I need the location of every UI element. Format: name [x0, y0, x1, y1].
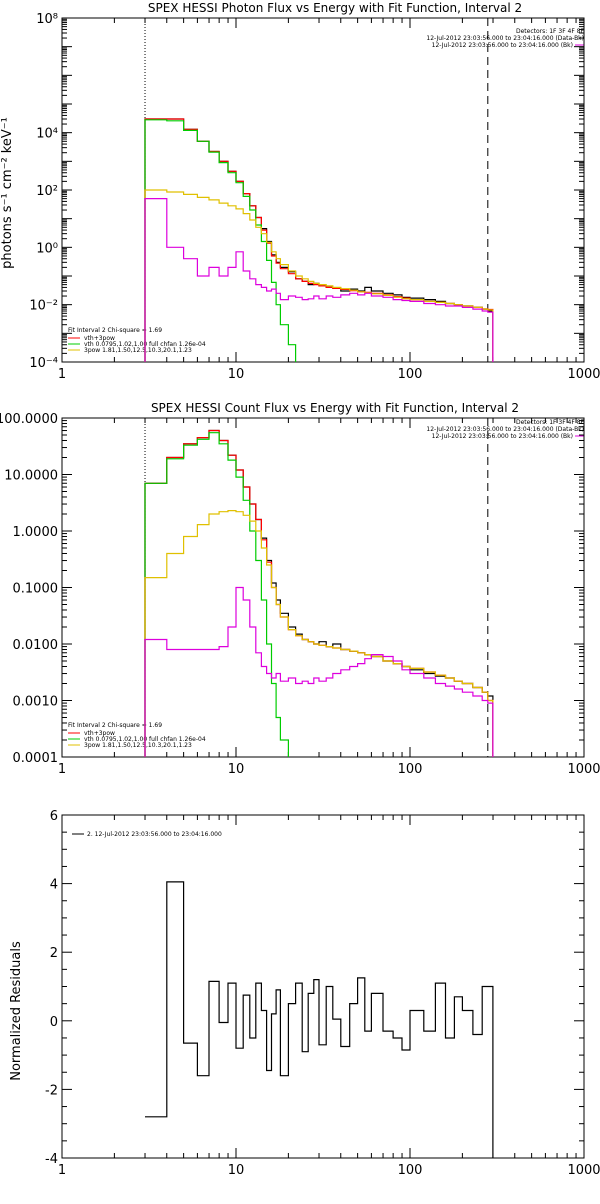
count-series-2: [144, 432, 295, 757]
residual-xtick-label: 10: [228, 1163, 245, 1178]
photon-legend-3pow: 3pow 1.81,1.50,12.5,10.3,20.1,1.23: [84, 347, 192, 354]
count-series-1: [144, 429, 494, 757]
photon-xtick-label: 1: [58, 367, 66, 382]
count-ytick-label: 0.0001: [13, 751, 59, 766]
residual-ytick-label: -2: [45, 1083, 58, 1098]
photon-flux-title: SPEX HESSI Photon Flux vs Energy with Fi…: [148, 1, 522, 15]
residual-ytick-label: 0: [50, 1015, 58, 1030]
residual-xtick-label: 1000: [567, 1163, 600, 1178]
photon-legend-data-bk: 12-Jul-2012 23:03:56.000 to 23:04:16.000…: [426, 35, 584, 42]
photon-ytick-label: 10⁻⁴: [29, 356, 58, 371]
photon-legend-header: Fit Interval 2 Chi-square = 1.69: [68, 327, 162, 334]
count-legend-total: vth+3pow: [84, 730, 115, 737]
residual-ytick-label: 2: [50, 946, 58, 961]
residual-series-0: [145, 881, 494, 1158]
photon-series-4: [144, 198, 494, 362]
count-ytick-label: 10.0000: [4, 469, 58, 484]
residual-ytick-label: 6: [50, 809, 58, 824]
count-flux-title: SPEX HESSI Count Flux vs Energy with Fit…: [151, 401, 519, 415]
photon-legend-detectors: Detectors: 1F 3F 4F 8F: [516, 28, 585, 35]
count-ytick-label: 0.1000: [13, 582, 59, 597]
residual-axes-frame: [61, 814, 585, 1159]
photon-series-0: [144, 118, 494, 362]
count-legend-header: Fit Interval 2 Chi-square = 1.69: [68, 722, 162, 729]
residual-ytick-label: -4: [45, 1152, 58, 1167]
photon-axes-frame: [61, 17, 585, 363]
photon-xtick-label: 10: [228, 367, 245, 382]
count-ytick-label: 100.0000: [0, 412, 58, 427]
photon-ytick-label: 10⁸: [36, 12, 58, 27]
count-legend-3pow: 3pow 1.81,1.50,12.5,10.3,20.1,1.23: [84, 742, 192, 749]
residual-xtick-label: 100: [398, 1163, 423, 1178]
photon-flux-y-label: photons s⁻¹ cm⁻² keV⁻¹: [0, 117, 15, 269]
count-legend-detectors: Detectors: 1F 3F 4F 8F: [516, 419, 585, 426]
photon-series-3: [144, 189, 494, 362]
residual-ytick-label: 4: [50, 878, 58, 893]
count-series-3: [144, 510, 494, 757]
count-ytick-label: 1.0000: [13, 525, 59, 540]
photon-ytick-label: 10⁰: [36, 241, 58, 256]
photon-series-1: [144, 118, 494, 362]
photon-series-2: [144, 119, 302, 362]
count-ytick-label: 0.0010: [13, 695, 59, 710]
count-legend-bk: 12-Jul-2012 23:03:56.000 to 23:04:16.000…: [432, 433, 573, 440]
photon-ytick-label: 10⁻²: [29, 299, 58, 314]
photon-legend-bk: 12-Jul-2012 23:03:56.000 to 23:04:16.000…: [432, 42, 573, 49]
photon-ytick-label: 10⁴: [36, 127, 58, 142]
count-xtick-label: 1000: [567, 762, 600, 777]
photon-legend-total: vth+3pow: [84, 335, 115, 342]
count-xtick-label: 100: [398, 762, 423, 777]
photon-ytick-label: 10²: [36, 184, 58, 199]
count-flux-panel: SPEX HESSI Count Flux vs Energy with Fit…: [0, 401, 600, 777]
count-axes-frame: [61, 417, 585, 758]
count-xtick-label: 1: [58, 762, 66, 777]
residuals-y-label: Normalized Residuals: [9, 941, 24, 1081]
residuals-legend: 2. 12-Jul-2012 23:03:56.000 to 23:04:16.…: [87, 831, 222, 838]
photon-xtick-label: 100: [398, 367, 423, 382]
residuals-panel: Normalized Residuals 2. 12-Jul-2012 23:0…: [9, 809, 600, 1178]
photon-xtick-label: 1000: [567, 367, 600, 382]
count-series-4: [144, 586, 494, 757]
count-ytick-label: 0.0100: [13, 638, 59, 653]
count-legend-data-bk: 12-Jul-2012 23:03:56.000 to 23:04:16.000…: [426, 426, 584, 433]
count-series-0: [144, 429, 494, 757]
residual-xtick-label: 1: [58, 1163, 66, 1178]
photon-flux-panel: SPEX HESSI Photon Flux vs Energy with Fi…: [0, 1, 600, 382]
count-xtick-label: 10: [228, 762, 245, 777]
